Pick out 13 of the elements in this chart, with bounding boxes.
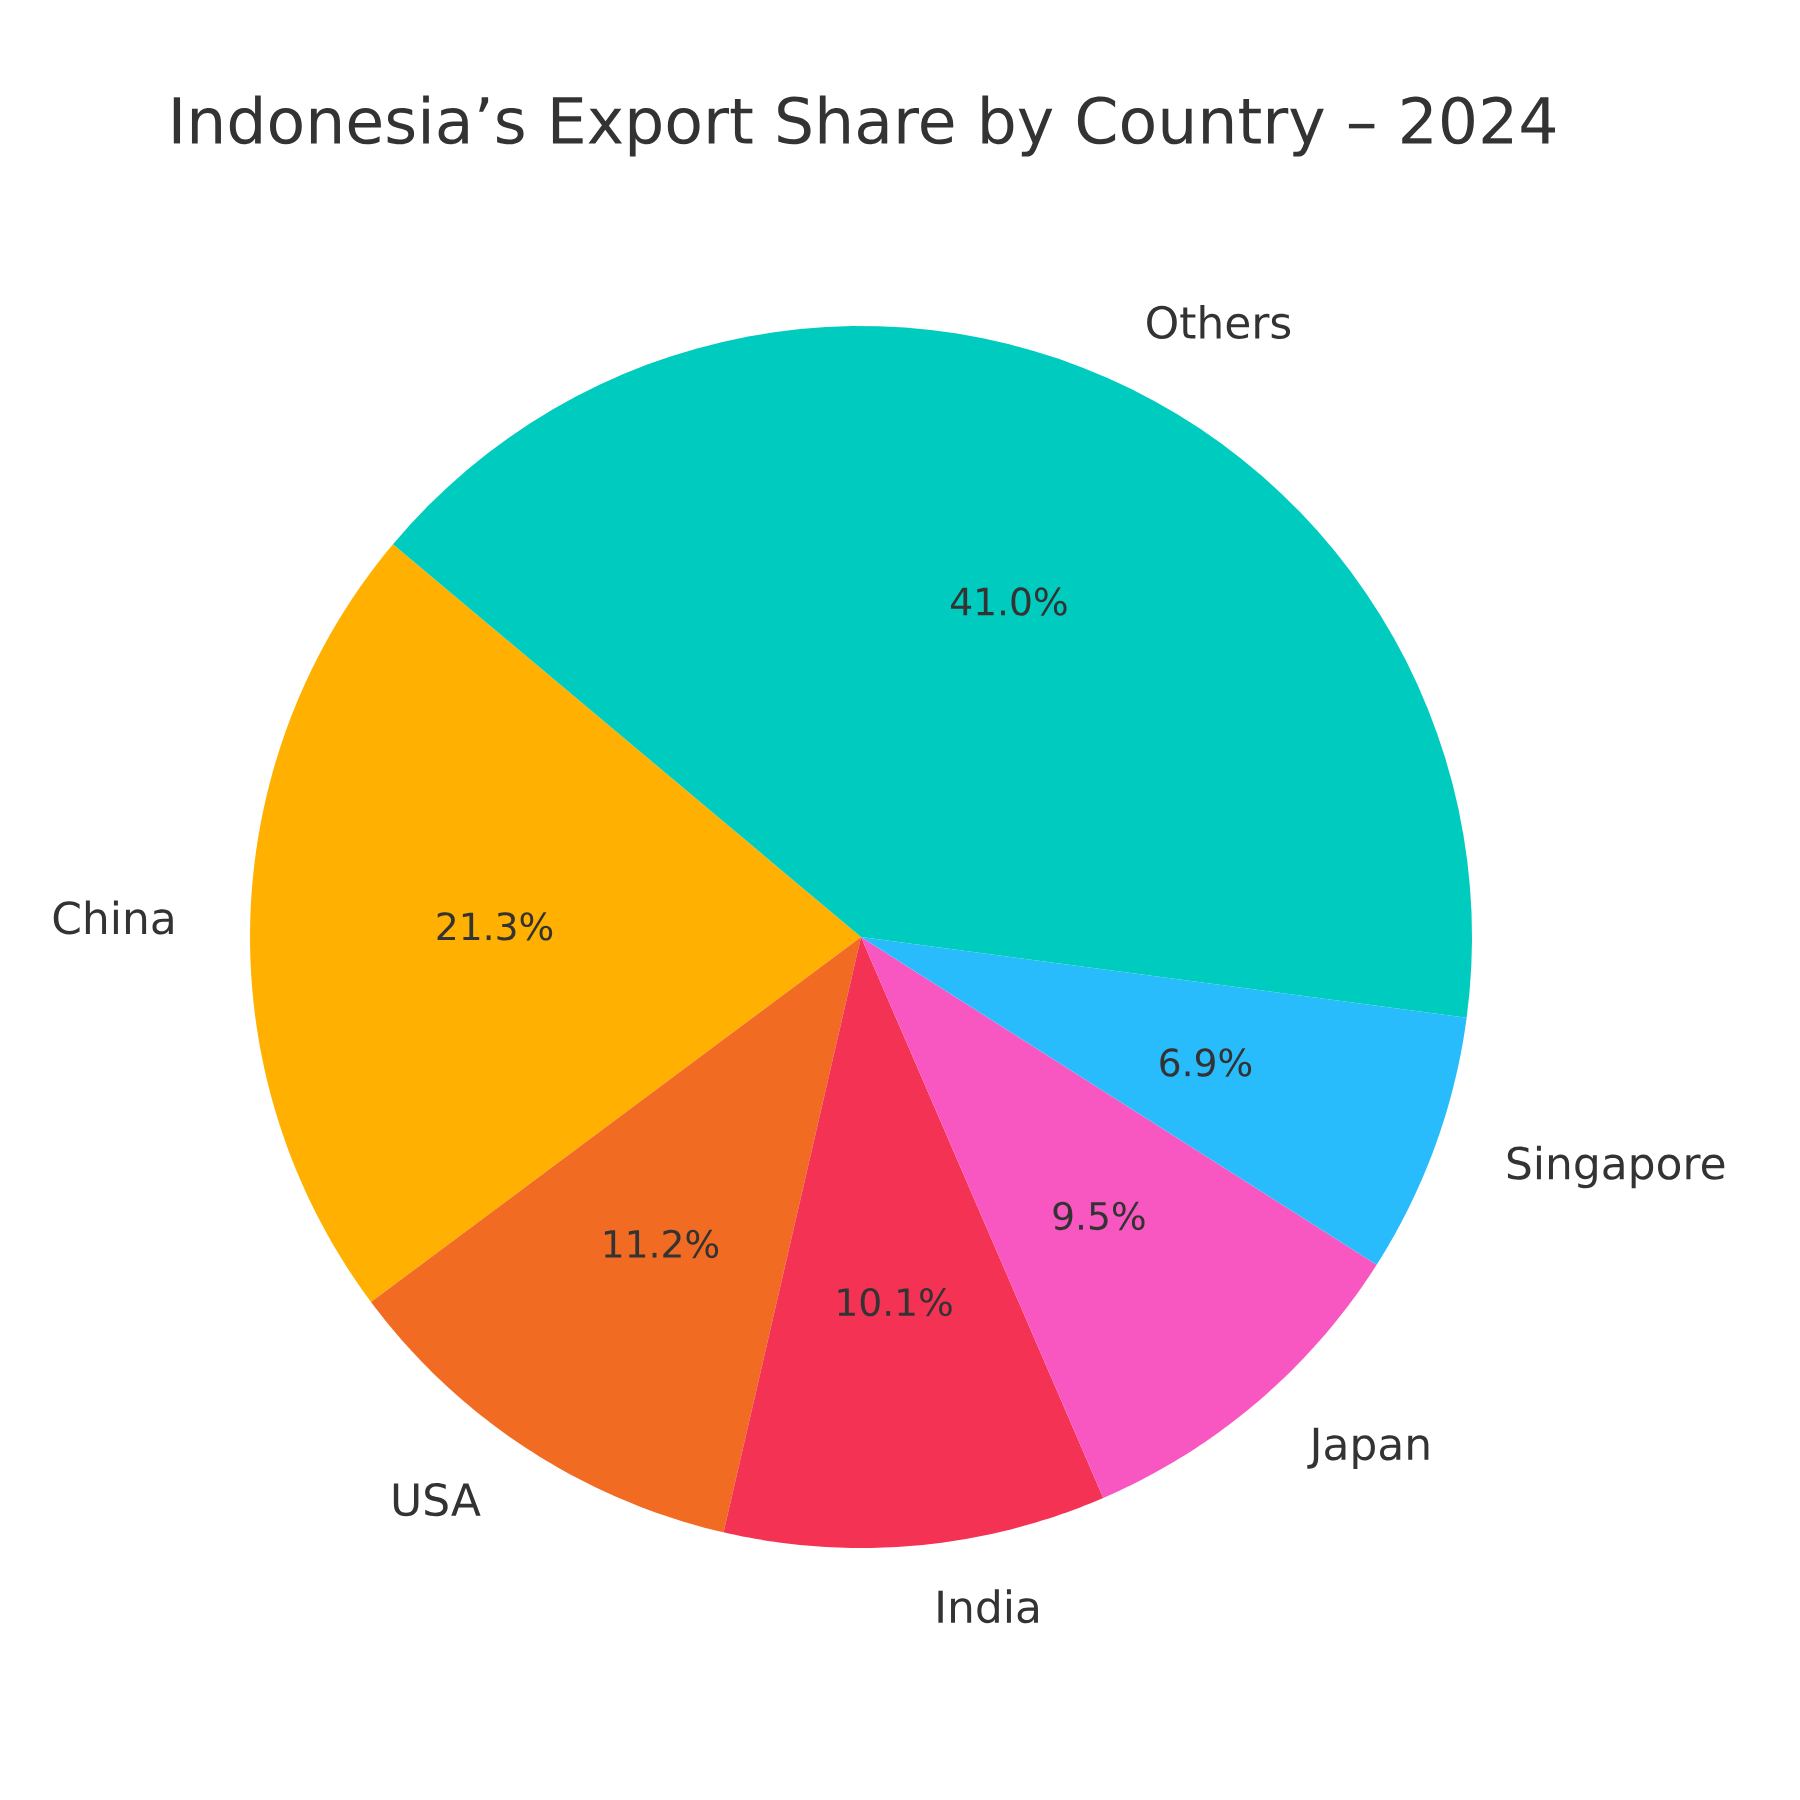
chart-title: Indonesia’s Export Share by Country – 2024 xyxy=(173,95,1555,157)
slice-label: Japan xyxy=(1307,1427,1429,1469)
data-label: 6.9% xyxy=(1160,1048,1252,1077)
slice-label: Singapore xyxy=(1507,1145,1725,1189)
data-label: 41.0% xyxy=(951,587,1067,616)
slice-label: India xyxy=(938,1589,1038,1624)
slice-label: USA xyxy=(393,1483,481,1517)
slice-label: Others xyxy=(1147,305,1291,340)
data-label: 10.1% xyxy=(838,1287,952,1317)
slice-label: China xyxy=(53,900,173,935)
data-label: 21.3% xyxy=(437,912,553,941)
data-label: 9.5% xyxy=(1053,1201,1145,1231)
data-label: 11.2% xyxy=(604,1229,719,1259)
